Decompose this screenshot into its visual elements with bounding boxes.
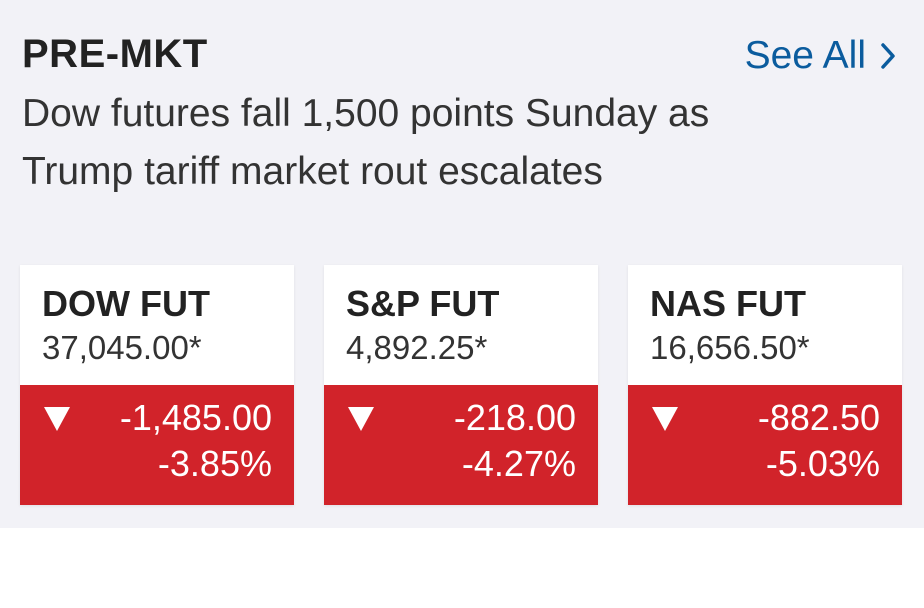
quote-percent[interactable]: -4.27% [461,443,576,484]
quote-price[interactable]: 37,045.00* [42,329,202,366]
quote-change[interactable]: -1,485.00 [119,397,272,438]
quote-card[interactable]: NAS FUT 16,656.50* -882.50 -5.03% [628,265,902,505]
quote-change[interactable]: -882.50 [757,397,880,438]
quote-percent[interactable]: -5.03% [765,443,880,484]
down-arrow-icon[interactable] [652,407,678,431]
quote-price[interactable]: 4,892.25* [346,329,488,366]
quote-card[interactable]: DOW FUT 37,045.00* -1,485.00 -3.85% [20,265,294,505]
quote-card[interactable]: S&P FUT 4,892.25* -218.00 -4.27% [324,265,598,505]
section-title: PRE-MKT [22,32,208,76]
quote-price[interactable]: 16,656.50* [650,329,810,366]
pre-market-panel: PRE-MKT See All Dow futures fall 1,500 p… [0,0,924,528]
quote-percent[interactable]: -3.85% [157,443,272,484]
see-all-text[interactable]: See All [744,34,866,77]
headline-line[interactable]: Trump tariff market rout escalates [22,150,603,193]
see-all-link[interactable]: See All [745,34,896,78]
quote-change[interactable]: -218.00 [453,397,576,438]
quote-name[interactable]: NAS FUT [650,283,806,324]
headline-line[interactable]: Dow futures fall 1,500 points Sunday as [22,92,710,135]
change-box[interactable]: -218.00 -4.27% [324,385,598,505]
change-box[interactable]: -882.50 -5.03% [628,385,902,505]
quote-name[interactable]: S&P FUT [346,283,500,324]
down-arrow-icon[interactable] [44,407,70,431]
chevron-icon[interactable] [880,42,896,70]
change-box[interactable]: -1,485.00 -3.85% [20,385,294,505]
down-arrow-icon[interactable] [348,407,374,431]
quote-name[interactable]: DOW FUT [42,283,210,324]
